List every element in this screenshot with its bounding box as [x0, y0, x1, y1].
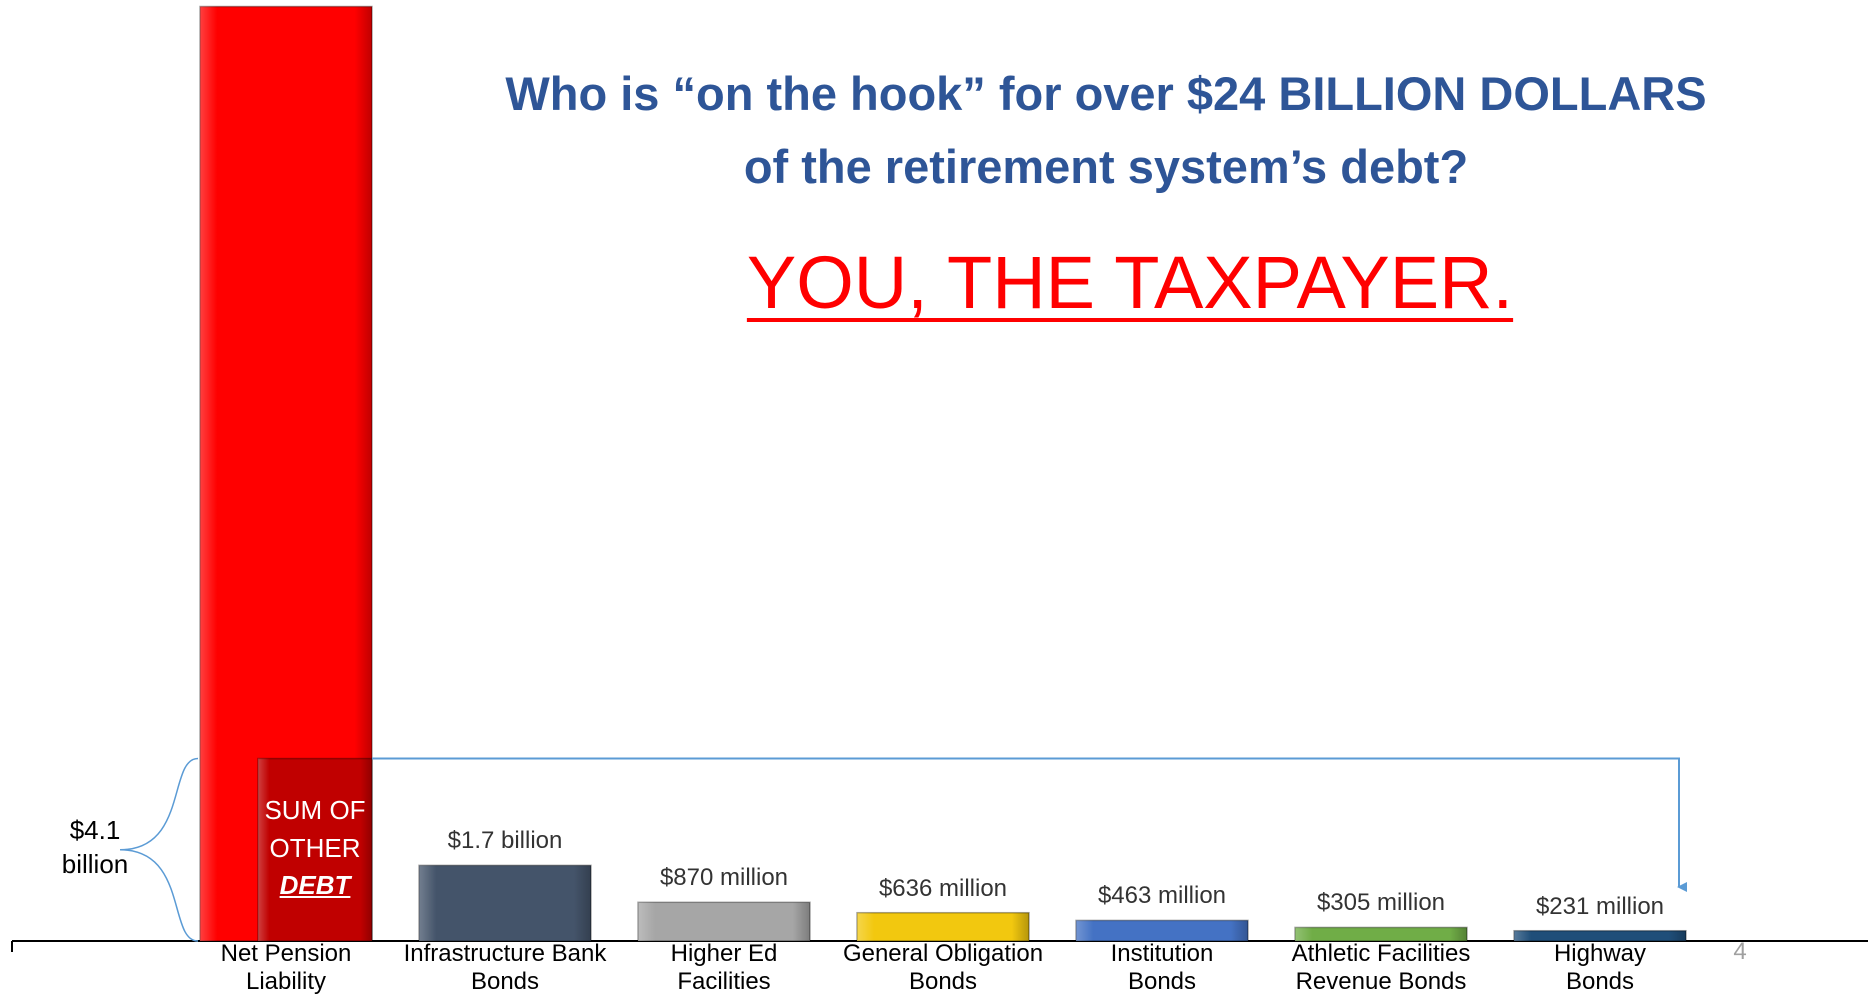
category-label: Higher Ed Facilities [670, 940, 778, 995]
bracket [119, 757, 199, 942]
bar-shade [1514, 930, 1686, 941]
bar-shade [638, 902, 810, 941]
sum-text: SUM OF OTHER [264, 795, 366, 863]
connector-arrow [372, 757, 1687, 892]
value-label: $463 million [1097, 882, 1227, 910]
page-number: 4 [1733, 938, 1747, 965]
sum-emphasis: DEBT [279, 870, 351, 900]
value-label: $1.7 billion [447, 827, 563, 855]
bar-shade [1295, 927, 1467, 941]
category-label: Institution Bonds [1110, 940, 1214, 995]
category-label: Infrastructure Bank Bonds [403, 940, 607, 995]
value-label: $870 million [659, 864, 789, 892]
category-label: Highway Bonds [1553, 940, 1647, 995]
value-label: $305 million [1316, 889, 1446, 917]
bar-shade [857, 912, 1029, 941]
category-label: General Obligation Bonds [842, 940, 1044, 995]
category-label: Net Pension Liability [220, 940, 352, 995]
value-label: $636 million [878, 874, 1008, 902]
title: Who is “on the hook” for over $24 BILLIO… [505, 67, 1707, 193]
bar-shade [1076, 920, 1248, 941]
subtitle: YOU, THE TAXPAYER. [746, 241, 1514, 324]
sum-value-label: $4.1 billion [61, 815, 129, 879]
category-label: Athletic Facilities Revenue Bonds [1291, 940, 1471, 995]
bar-shade [419, 865, 591, 941]
sum-bar-shade [258, 758, 372, 941]
value-label: $231 million [1535, 892, 1665, 920]
